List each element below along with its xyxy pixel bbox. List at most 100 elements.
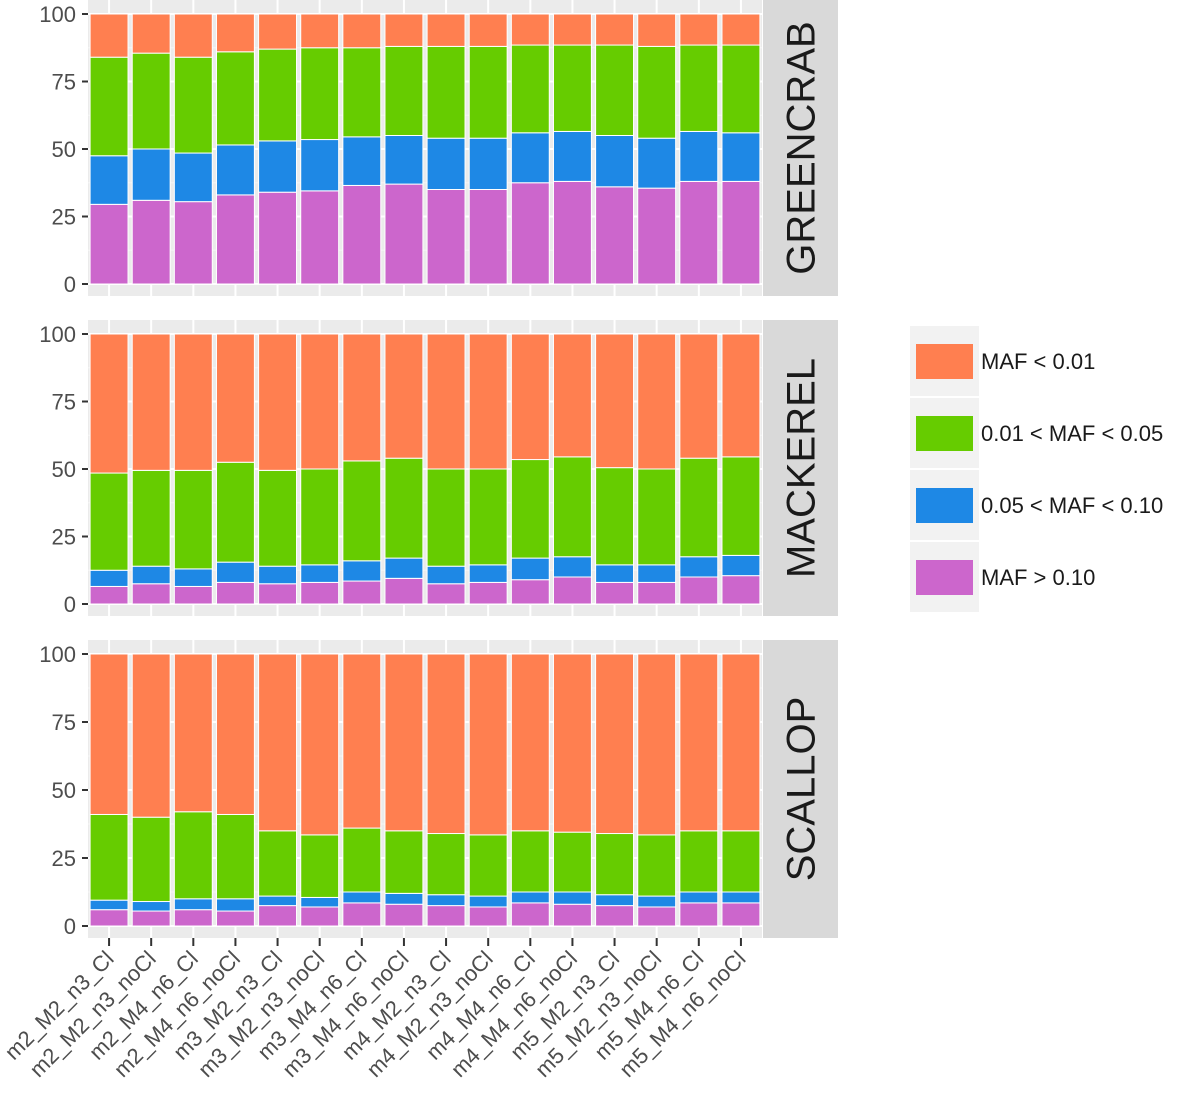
y-tick-label: 100	[39, 322, 76, 347]
bar-segment	[637, 581, 677, 605]
bar-segment	[679, 180, 719, 285]
bar-segment	[468, 45, 508, 139]
bar-segment	[510, 132, 550, 184]
bar-segment	[89, 203, 129, 285]
bar-segment	[131, 583, 171, 605]
bar-segment	[89, 472, 129, 571]
bar-segment	[468, 906, 508, 927]
bar-segment	[258, 48, 298, 142]
bar-segment	[595, 564, 635, 583]
panel-mackerel: 0 25 50 75 100 MACKEREL	[39, 320, 838, 617]
facet-strip	[763, 640, 838, 938]
legend: MAF < 0.01 0.01 < MAF < 0.05 0.05 < MAF < …	[910, 326, 1163, 612]
y-tick-label: 25	[52, 846, 76, 871]
bar-segment	[258, 895, 298, 907]
bar-segment	[552, 891, 592, 905]
bar-segment	[721, 456, 761, 556]
bar-segment	[721, 44, 761, 134]
bar-segment	[173, 56, 213, 154]
bar-segment	[89, 585, 129, 605]
bar-segment	[173, 909, 213, 927]
y-tick-label: 0	[64, 272, 76, 297]
legend-label: 0.05 < MAF < 0.10	[981, 493, 1163, 518]
facet-strip	[763, 0, 838, 296]
bar-segment	[510, 579, 550, 605]
bar-segment	[258, 140, 298, 193]
y-tick-label: 100	[39, 642, 76, 667]
bar-segment	[637, 187, 677, 285]
bar-segment	[258, 653, 298, 832]
bar-segment	[510, 459, 550, 559]
bar-segment	[89, 569, 129, 587]
bar-segment	[342, 13, 382, 49]
bar-segment	[595, 833, 635, 896]
bar-segment	[510, 653, 550, 832]
bar-segment	[468, 333, 508, 470]
bar-segment	[426, 189, 466, 285]
bar-segment	[173, 152, 213, 203]
bar-segment	[679, 653, 719, 832]
bar-segment	[468, 137, 508, 190]
bar-segment	[721, 575, 761, 605]
bar-segment	[552, 456, 592, 558]
bar-segment	[637, 468, 677, 566]
bar-segment	[215, 461, 255, 563]
bar-segment	[384, 135, 424, 185]
y-tick-label: 100	[39, 2, 76, 27]
bar-segment	[258, 583, 298, 605]
bar-segment	[552, 556, 592, 578]
bar-segment	[595, 135, 635, 188]
bar-segment	[131, 901, 171, 912]
bar-segment	[258, 13, 298, 50]
bar-segment	[258, 830, 298, 897]
bar-segment	[552, 44, 592, 132]
bar-segment	[721, 902, 761, 927]
bar-segment	[552, 180, 592, 285]
bar-segment	[300, 581, 340, 605]
bar-segment	[384, 577, 424, 605]
bar-segment	[342, 580, 382, 605]
y-tick-label: 50	[52, 457, 76, 482]
bar-segment	[215, 51, 255, 146]
bar-segment	[300, 468, 340, 566]
bar-segment	[342, 136, 382, 186]
bar-segment	[595, 467, 635, 566]
bar-segment	[258, 333, 298, 471]
bar-segment	[342, 653, 382, 829]
y-tick-label: 75	[52, 390, 76, 415]
bar-segment	[721, 180, 761, 285]
bar-segment	[637, 906, 677, 927]
bar-segment	[384, 653, 424, 832]
bar-segment	[131, 910, 171, 927]
bar-segment	[721, 13, 761, 46]
facet-label: SCALLOP	[780, 697, 824, 882]
bar-segment	[510, 891, 550, 904]
bar-segment	[173, 811, 213, 900]
bar-segment	[468, 564, 508, 583]
bar-segment	[384, 457, 424, 559]
bar-segment	[342, 827, 382, 893]
bar-segment	[131, 52, 171, 150]
bar-segment	[721, 891, 761, 904]
bar-segment	[679, 576, 719, 605]
bar-segment	[131, 565, 171, 585]
bar-segment	[552, 333, 592, 458]
bar-segment	[721, 830, 761, 893]
bar-segment	[173, 585, 213, 605]
bar-segment	[342, 902, 382, 927]
bar-segment	[89, 909, 129, 927]
bar-segment	[173, 333, 213, 471]
bar-segment	[679, 44, 719, 132]
bar-segment	[510, 830, 550, 893]
bar-segment	[215, 653, 255, 815]
legend-label: 0.01 < MAF < 0.05	[981, 421, 1163, 446]
bar-segment	[426, 137, 466, 190]
bar-segment	[215, 813, 255, 900]
bar-segment	[552, 13, 592, 46]
bar-segment	[426, 45, 466, 139]
bar-segment	[637, 834, 677, 897]
bar-segment	[637, 895, 677, 908]
bar-segment	[637, 137, 677, 189]
bar-segment	[215, 194, 255, 285]
